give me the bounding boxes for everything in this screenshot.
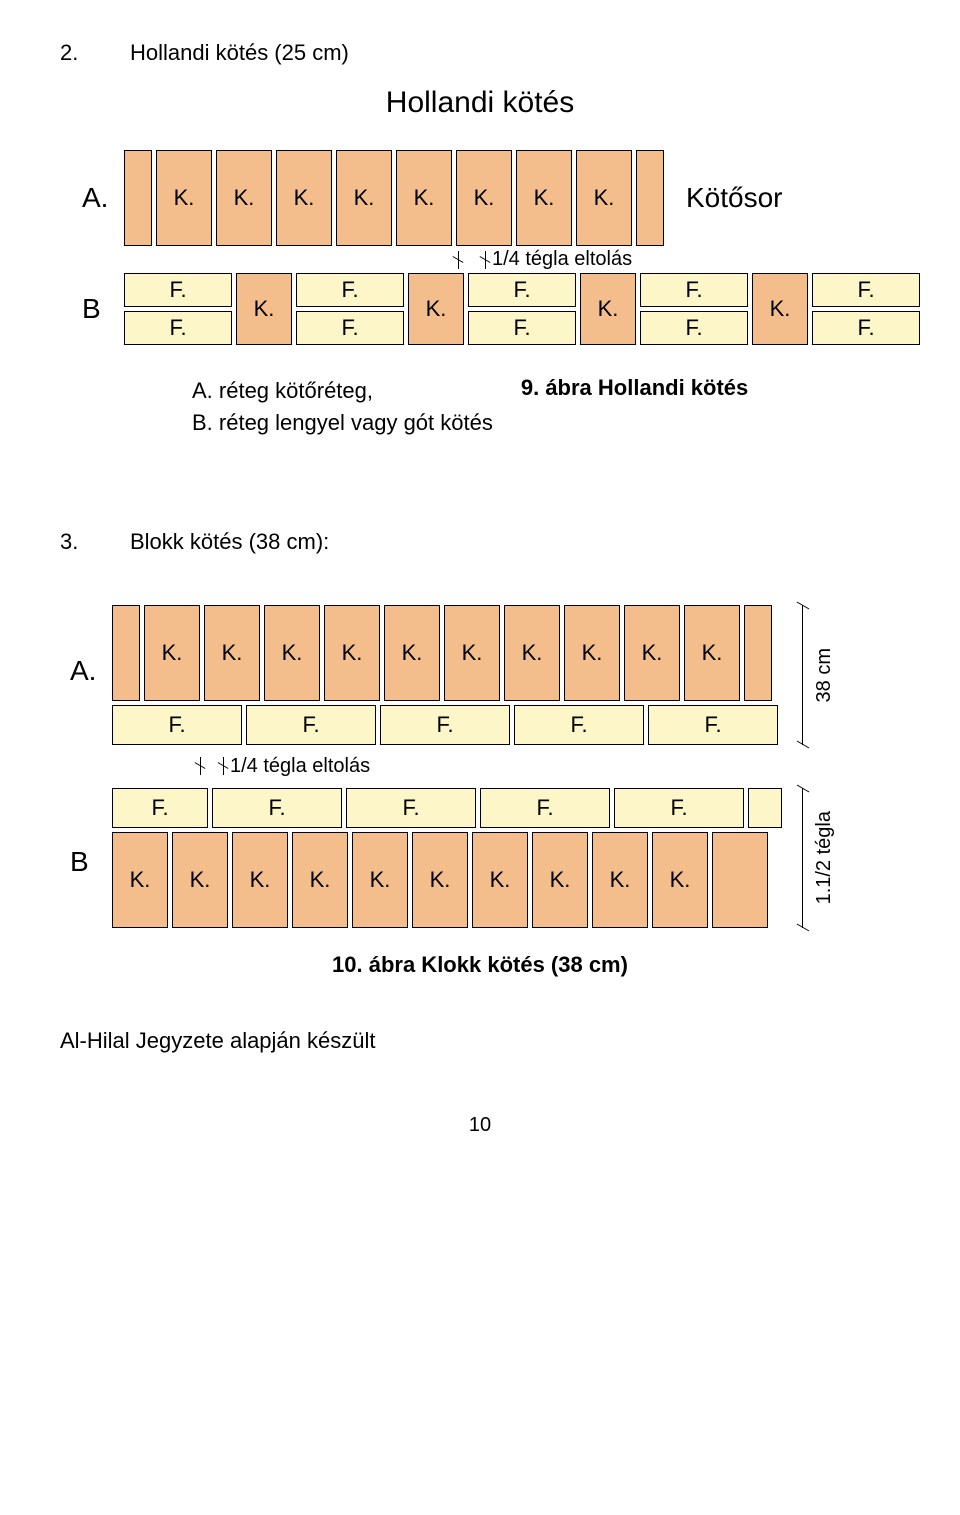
brick-k: K. [232, 832, 288, 928]
section3-heading: 3. Blokk kötés (38 cm): [60, 529, 900, 555]
brick-f: F. [112, 705, 242, 745]
fig10-rowB-label: B [70, 846, 98, 878]
brick-k: K. [324, 605, 380, 701]
brick-k-half [112, 605, 140, 701]
dim-one-half-brick: 1.1/2 tégla [813, 811, 836, 904]
fig10-B-frow: F. F. F. F. F. [112, 788, 782, 828]
fig9-rowB-label: B [82, 293, 110, 325]
brick-k: K. [472, 832, 528, 928]
fig9-title: Hollandi kötés [60, 86, 900, 120]
brick-k: K. [292, 832, 348, 928]
fig9-notes: A. réteg kötőréteg, B. réteg lengyel vag… [192, 375, 493, 439]
brick-k: K. [204, 605, 260, 701]
fig9-offset-note: 1/4 tégla eltolás [492, 248, 632, 271]
fig9-diagram: A. K. K. K. K. K. K. K. K. Kötősor 1/4 t… [82, 150, 900, 439]
fig10-diagram: A. K. K. K. K. K. K. K. K. K. K. F [70, 605, 900, 928]
brick-k: K. [652, 832, 708, 928]
page-number: 10 [60, 1114, 900, 1137]
fig9-rowA-label: A. [82, 182, 110, 214]
brick-k-frag [712, 832, 768, 928]
brick-f: F. [380, 705, 510, 745]
brick-k: K. [592, 832, 648, 928]
fig10-offset-note: 1/4 tégla eltolás [230, 755, 370, 778]
brick-f: F. [480, 788, 610, 828]
brick-f-frag [748, 788, 782, 828]
brick-k-half [124, 150, 152, 246]
section3-title-text: Blokk kötés (38 cm): [130, 529, 329, 555]
brick-f: F. [468, 311, 576, 345]
brick-f: F. [812, 311, 920, 345]
brick-f: F. [124, 311, 232, 345]
brick-k: K. [384, 605, 440, 701]
fig9-caption: 9. ábra Hollandi kötés [521, 375, 748, 401]
fig10-A-krow: K. K. K. K. K. K. K. K. K. K. [112, 605, 778, 701]
brick-k: K. [408, 273, 464, 345]
brick-k: K. [336, 150, 392, 246]
brick-f: F. [640, 311, 748, 345]
brick-k: K. [752, 273, 808, 345]
brick-k: K. [172, 832, 228, 928]
fig9-rowA: K. K. K. K. K. K. K. K. [124, 150, 664, 246]
section2-num: 2. [60, 40, 90, 66]
brick-f: F. [124, 273, 232, 307]
fig10-A-frow: F. F. F. F. F. [112, 705, 778, 745]
dim-38cm: 38 cm [813, 648, 836, 702]
footer-credit: Al-Hilal Jegyzete alapján készült [60, 1028, 900, 1054]
brick-k: K. [564, 605, 620, 701]
brick-k: K. [236, 273, 292, 345]
brick-f: F. [212, 788, 342, 828]
brick-k: K. [276, 150, 332, 246]
brick-k: K. [456, 150, 512, 246]
fig9-side-label: Kötősor [686, 182, 783, 214]
fig9-note-line2: B. réteg lengyel vagy gót kötés [192, 407, 493, 439]
fig9-offset-note-wrap: 1/4 tégla eltolás [458, 248, 900, 271]
fig10-B-krow: K. K. K. K. K. K. K. K. K. K. [112, 832, 782, 928]
fig10-dimension-column: 38 cm 1.1/2 tégla [802, 605, 882, 928]
brick-k: K. [264, 605, 320, 701]
fig9-rowB: F. F. K. F. F. K. F. F. K. F. F. K. F. F… [124, 273, 920, 345]
brick-k: K. [580, 273, 636, 345]
fig10-offset-note-wrap: 1/4 tégla eltolás [200, 755, 782, 778]
brick-k: K. [144, 605, 200, 701]
brick-k: K. [532, 832, 588, 928]
brick-k: K. [352, 832, 408, 928]
brick-k: K. [412, 832, 468, 928]
brick-f: F. [296, 311, 404, 345]
brick-k: K. [684, 605, 740, 701]
brick-f: F. [296, 273, 404, 307]
brick-k: K. [112, 832, 168, 928]
brick-f: F. [812, 273, 920, 307]
fig10-caption: 10. ábra Klokk kötés (38 cm) [60, 952, 900, 978]
brick-k: K. [516, 150, 572, 246]
brick-f: F. [614, 788, 744, 828]
brick-k: K. [504, 605, 560, 701]
brick-f: F. [640, 273, 748, 307]
brick-f: F. [468, 273, 576, 307]
section3-num: 3. [60, 529, 90, 555]
brick-f: F. [112, 788, 208, 828]
brick-f: F. [514, 705, 644, 745]
brick-k-half [636, 150, 664, 246]
section2-title-text: Hollandi kötés (25 cm) [130, 40, 349, 66]
fig9-note-line1: A. réteg kötőréteg, [192, 375, 493, 407]
brick-f: F. [346, 788, 476, 828]
brick-k: K. [624, 605, 680, 701]
brick-k: K. [444, 605, 500, 701]
section2-heading: 2. Hollandi kötés (25 cm) [60, 40, 900, 66]
brick-k: K. [156, 150, 212, 246]
brick-f: F. [246, 705, 376, 745]
brick-k: K. [576, 150, 632, 246]
brick-f: F. [648, 705, 778, 745]
brick-k: K. [396, 150, 452, 246]
brick-k: K. [216, 150, 272, 246]
fig10-rowA-label: A. [70, 655, 98, 687]
brick-k-half [744, 605, 772, 701]
